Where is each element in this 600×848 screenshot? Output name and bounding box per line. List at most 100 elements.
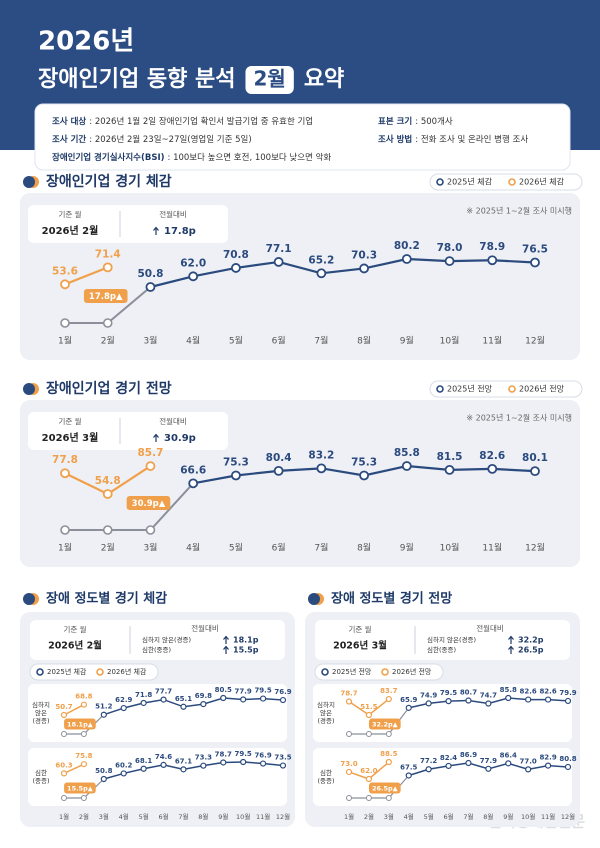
x-tick-label: 10월 <box>440 542 460 554</box>
data-point <box>316 268 327 279</box>
data-point <box>345 698 353 705</box>
x-tick-label: 3월 <box>99 812 109 821</box>
header-year: 2026년 <box>38 27 134 57</box>
data-point <box>445 698 452 705</box>
change-row-label: 심한(중증) <box>142 645 171 654</box>
change-badge <box>368 782 401 794</box>
value-label: 50.8 <box>137 268 163 280</box>
data-point <box>425 700 432 707</box>
value-label: 51.5 <box>360 703 377 711</box>
value-label: 73.3 <box>195 754 212 762</box>
x-tick-label: 11월 <box>482 542 502 554</box>
info-box <box>28 412 228 450</box>
x-tick-label: 6월 <box>443 812 453 821</box>
reference-label: 기준 월 <box>348 624 371 634</box>
x-tick-label: 4월 <box>404 812 414 821</box>
data-point <box>160 696 167 703</box>
value-label: 76.9 <box>274 688 291 696</box>
sub-panel-label: (중증) <box>317 777 334 785</box>
x-tick-label: 1월 <box>58 542 72 554</box>
data-point <box>345 768 353 776</box>
value-label: 62.9 <box>115 696 132 704</box>
title-icon <box>23 176 35 188</box>
missing-survey-point <box>80 731 87 737</box>
info-row: 표본 크기: 500개사 <box>378 116 453 127</box>
x-tick-label: 7월 <box>178 812 188 821</box>
value-label: 50.7 <box>55 703 72 711</box>
value-label: 81.5 <box>437 451 463 463</box>
value-label: 73.5 <box>274 754 291 762</box>
value-label: 68.1 <box>135 757 152 765</box>
series-line <box>150 257 536 289</box>
info-row: 조사 기간: 2026년 2월 23일~27일(영업일 기준 5일) <box>52 134 252 145</box>
data-point <box>485 765 492 772</box>
value-label: 78.7 <box>340 690 357 698</box>
note: ※ 2025년 1~2월 조사 미시행 <box>466 206 572 216</box>
section-title: 장애인기업 경기 전망 <box>46 380 172 397</box>
data-point <box>544 762 552 769</box>
data-point <box>487 255 498 266</box>
value-label: 78.0 <box>437 242 463 254</box>
legend-label: 2026년 전망 <box>392 667 432 676</box>
series-line <box>63 704 85 716</box>
change-row-value: 18.1p <box>233 636 259 645</box>
value-label: 76.9 <box>254 752 271 760</box>
title-icon <box>23 593 35 605</box>
up-arrow <box>223 635 229 644</box>
x-tick-label: 9월 <box>400 335 414 347</box>
change-badge <box>368 718 401 730</box>
value-label: 65.2 <box>308 254 334 266</box>
data-point <box>259 695 267 702</box>
info-label: 조사 기간 <box>52 134 86 145</box>
data-point <box>273 465 284 476</box>
reference-label: 기준 월 <box>58 416 81 426</box>
legend-box <box>429 173 583 191</box>
note: ※ 2025년 1~2월 조사 미시행 <box>466 413 572 423</box>
legend-label: 2025년 체감 <box>47 667 87 676</box>
legend-marker <box>436 385 444 393</box>
x-tick-label: 12월 <box>525 542 545 554</box>
missing-survey-point <box>365 731 372 737</box>
value-label: 77.1 <box>266 243 292 255</box>
legend-label: 2026년 체감 <box>107 667 147 676</box>
change-label: 전월대비 <box>159 416 187 426</box>
value-label: 62.0 <box>180 257 206 269</box>
missing-survey-point <box>80 795 87 801</box>
info-row: 장애인기업 경기실사지수(BSI): 100보다 높으면 호전, 100보다 낮… <box>52 152 331 163</box>
missing-survey-point <box>346 731 352 737</box>
sub-panel-label: (경증) <box>32 716 49 725</box>
value-label: 62.0 <box>360 767 377 775</box>
change-row-value: 15.5p <box>233 646 259 655</box>
value-label: 79.5 <box>235 750 252 758</box>
x-tick-label: 5월 <box>229 542 243 554</box>
data-point <box>145 461 156 471</box>
x-tick-label: 7월 <box>314 335 328 347</box>
change-label: 전월대비 <box>159 209 187 219</box>
info-value: : 2026년 2월 23일~27일(영업일 기준 5일) <box>89 134 251 145</box>
value-label: 80.8 <box>559 755 576 763</box>
change-value: 17.8p <box>164 226 196 237</box>
legend-label: 2026년 체감 <box>519 177 565 187</box>
legend-label: 2025년 체감 <box>447 177 493 187</box>
value-label: 74.7 <box>480 692 497 700</box>
data-point <box>359 470 369 481</box>
value-label: 82.6 <box>539 688 556 696</box>
data-point <box>273 257 284 267</box>
section-title: 장애인기업 경기 체감 <box>46 173 172 190</box>
data-point <box>530 466 540 477</box>
data-point <box>525 766 532 773</box>
change-badge <box>83 289 128 303</box>
data-point <box>231 263 241 273</box>
data-point <box>564 697 572 705</box>
value-label: 70.8 <box>223 249 249 261</box>
value-label: 82.6 <box>520 688 537 696</box>
title-icon <box>308 593 320 605</box>
value-label: 75.8 <box>75 752 92 760</box>
value-label: 77.8 <box>52 454 78 466</box>
x-tick-label: 11월 <box>541 812 555 821</box>
value-label: 71.8 <box>135 691 152 699</box>
info-value: : 100보다 높으면 호전, 100보다 낮으면 악화 <box>168 152 332 163</box>
x-tick-label: 6월 <box>158 812 168 821</box>
